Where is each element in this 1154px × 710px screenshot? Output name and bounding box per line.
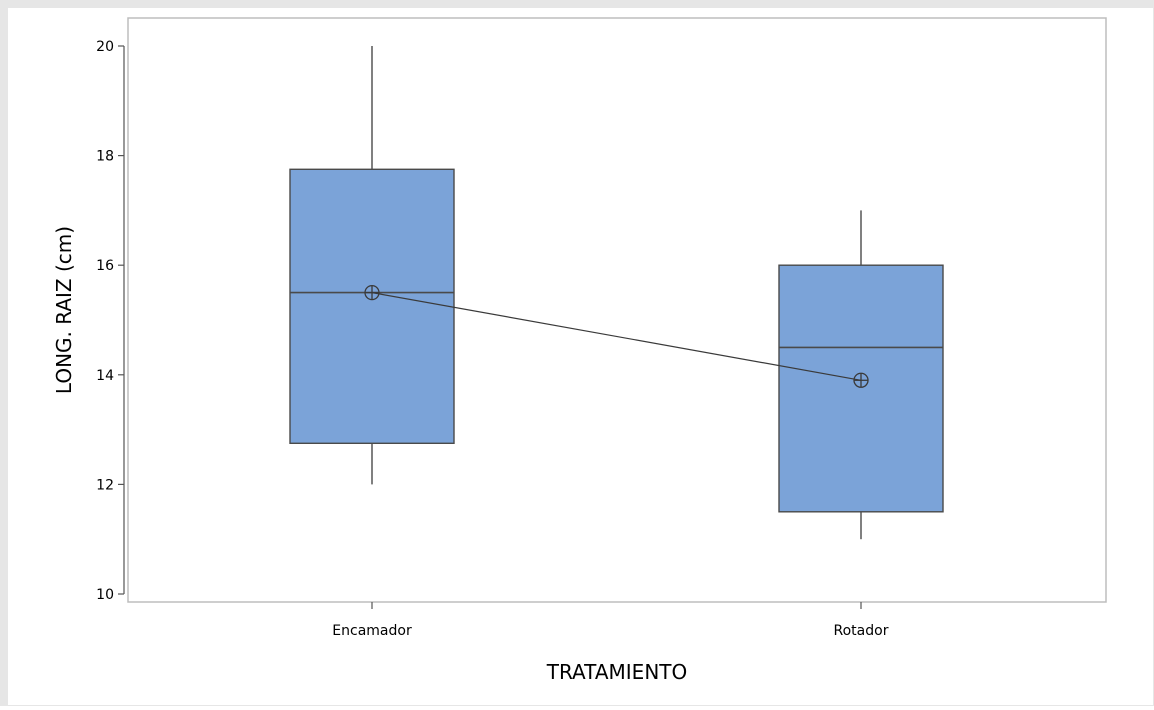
mean-marker [364,284,380,301]
x-tick-label: Rotador [834,623,889,639]
x-axis: Encamador Rotador [332,602,889,639]
iqr-box [778,264,944,513]
mean-marker [853,372,869,388]
plot-area [127,17,1107,603]
y-tick-label: 10 [96,587,114,603]
means-group [364,284,869,388]
y-tick-label: 14 [96,368,114,384]
y-tick-label: 16 [96,258,114,274]
y-axis-title: LONG. RAIZ (cm) [52,226,76,394]
iqr-box [289,168,455,445]
y-tick-label: 12 [96,477,114,493]
box-encamador [289,46,455,485]
y-tick-label: 18 [96,149,114,165]
boxes-group [289,46,944,540]
y-tick-label: 20 [96,39,114,55]
box-rotador [778,210,944,540]
x-axis-title: TRATAMIENTO [546,660,688,684]
y-axis: 10 12 14 16 18 20 [96,39,125,603]
x-tick-label: Encamador [332,623,412,639]
mean-connect-line [371,292,862,381]
